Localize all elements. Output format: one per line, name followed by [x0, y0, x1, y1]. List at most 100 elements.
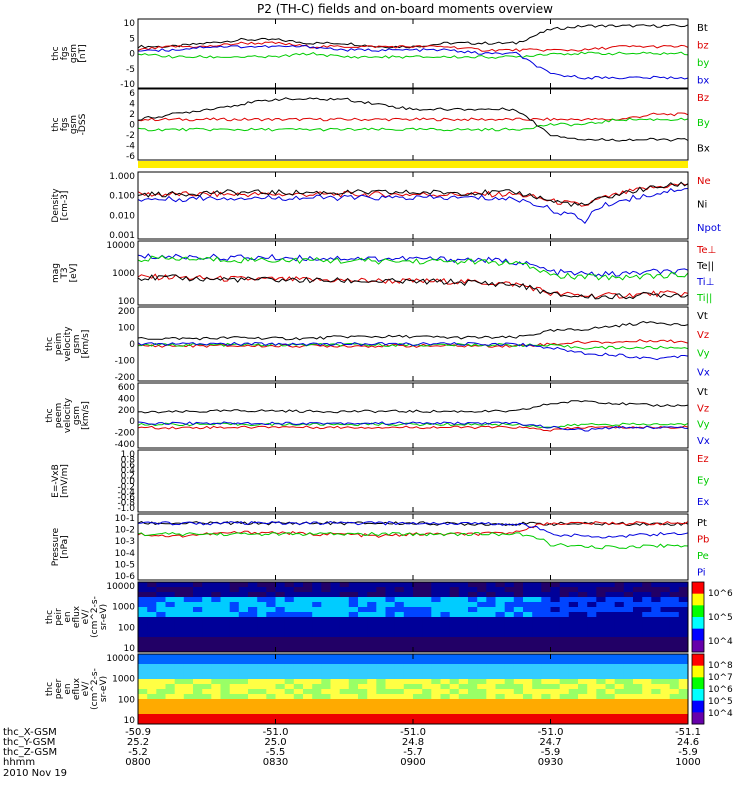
spectrogram-cell — [220, 659, 231, 665]
spectrogram-cell — [596, 647, 606, 653]
spectrogram-cell — [431, 694, 441, 700]
spectrogram-cell — [312, 607, 322, 613]
legend-Pi: Pi — [697, 568, 706, 579]
spectrogram-cell — [614, 684, 625, 690]
spectrogram-cell — [165, 607, 176, 613]
y-axis-label: gsm — [72, 406, 82, 425]
spectrogram-cell — [486, 637, 496, 643]
spectrogram-cell — [495, 647, 506, 653]
spectrogram-cell — [202, 669, 212, 675]
spectrogram-cell — [477, 719, 487, 725]
spectrogram-cell — [642, 602, 652, 608]
spectrogram-cell — [614, 689, 625, 695]
y-axis-label: velocity — [63, 326, 73, 362]
spectrogram-cell — [266, 617, 276, 623]
spectrogram-cell — [376, 632, 386, 638]
spectrogram-cell — [568, 714, 579, 720]
y-tick-label: 400 — [118, 394, 135, 404]
spectrogram-cell — [568, 622, 579, 628]
spectrogram-cell — [229, 602, 240, 608]
spectrogram-cell — [578, 674, 588, 680]
spectrogram-cell — [550, 654, 561, 660]
spectrogram-cell — [266, 602, 276, 608]
spectrogram-cell — [211, 684, 221, 690]
spectrogram-cell — [504, 674, 515, 680]
spectrogram-cell — [266, 704, 276, 710]
spectrogram-cell — [587, 637, 597, 643]
spectrogram-cell — [394, 709, 405, 715]
x-row-value: -51.0 — [538, 727, 564, 738]
spectrogram-cell — [587, 632, 597, 638]
spectrogram-cell — [669, 704, 680, 710]
spectrogram-cell — [623, 709, 634, 715]
spectrogram-cell — [156, 607, 166, 613]
spectrogram-cell — [275, 714, 286, 720]
x-row-label: thc_Z-GSM — [3, 747, 57, 758]
spectrogram-cell — [220, 592, 231, 598]
y-tick-label: -5 — [126, 65, 135, 75]
spectrogram-cell — [559, 617, 570, 623]
spectrogram-cell — [458, 654, 469, 660]
spectrogram-cell — [330, 704, 341, 710]
spectrogram-cell — [220, 674, 231, 680]
spectrogram-cell — [403, 592, 414, 598]
series-Vz — [137, 425, 689, 432]
legend-Te⊥: Te⊥ — [696, 245, 716, 256]
spectrogram-cell — [183, 714, 194, 720]
spectrogram-cell — [394, 642, 405, 648]
spectrogram-cell — [477, 582, 487, 588]
spectrogram-cell — [678, 709, 689, 715]
spectrogram-cell — [229, 679, 240, 685]
spectrogram-cell — [431, 709, 441, 715]
spectrogram-cell — [495, 607, 506, 613]
spectrogram-cell — [669, 617, 680, 623]
spectrogram-cell — [358, 632, 368, 638]
spectrogram-cell — [385, 704, 396, 710]
spectrogram-cell — [165, 659, 176, 665]
spectrogram-cell — [541, 674, 551, 680]
spectrogram-cell — [284, 597, 295, 603]
spectrogram-cell — [257, 617, 267, 623]
spectrogram-cell — [330, 714, 341, 720]
spectrogram-cell — [403, 719, 414, 725]
spectrogram-cell — [623, 689, 634, 695]
spectrogram-cell — [422, 664, 432, 670]
spectrogram-cell — [257, 674, 267, 680]
spectrogram-cell — [156, 627, 166, 633]
spectrogram-cell — [165, 627, 176, 633]
spectrogram-cell — [596, 592, 606, 598]
spectrogram-cell — [449, 592, 460, 598]
spectrogram-cell — [156, 637, 166, 643]
spectrogram-cell — [614, 612, 625, 618]
spectrogram-cell — [257, 592, 267, 598]
spectrogram-cell — [523, 597, 533, 603]
y-axis-label: velocity — [63, 397, 73, 433]
spectrogram-cell — [422, 617, 432, 623]
spectrogram-cell — [211, 582, 221, 588]
spectrogram-cell — [193, 642, 203, 648]
legend-Bz: Bz — [697, 93, 709, 104]
spectrogram-cell — [440, 679, 451, 685]
spectrogram-cell — [238, 632, 249, 638]
spectrogram-cell — [248, 642, 258, 648]
spectrogram-cell — [266, 622, 276, 628]
spectrogram-cell — [642, 659, 652, 665]
spectrogram-cell — [651, 664, 661, 670]
spectrogram-cell — [348, 622, 359, 628]
spectrogram-cell — [238, 674, 249, 680]
spectrogram-cell — [156, 587, 166, 593]
spectrogram-cell — [413, 622, 423, 628]
spectrogram-cell — [504, 694, 515, 700]
spectrogram-cell — [596, 602, 606, 608]
spectrogram-cell — [541, 622, 551, 628]
spectrogram-cell — [568, 617, 579, 623]
spectrogram-cell — [578, 647, 588, 653]
spectrogram-cell — [431, 622, 441, 628]
spectrogram-cell — [449, 587, 460, 593]
spectrogram-cell — [477, 704, 487, 710]
spectrogram-cell — [413, 582, 423, 588]
spectrogram-cell — [321, 659, 331, 665]
spectrogram-cell — [413, 592, 423, 598]
spectrogram-cell — [596, 587, 606, 593]
spectrogram-cell — [422, 654, 432, 660]
